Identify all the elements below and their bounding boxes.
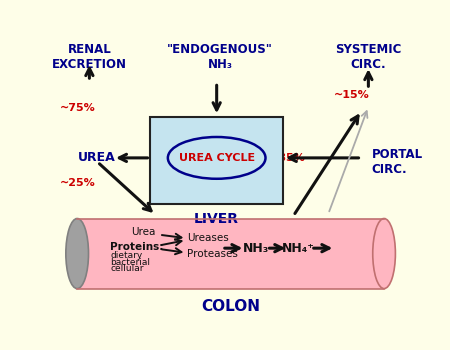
Text: ~25%: ~25% (60, 178, 96, 189)
Text: PORTAL
CIRC.: PORTAL CIRC. (372, 148, 423, 176)
Text: UREA: UREA (77, 152, 115, 164)
Text: Proteases: Proteases (187, 248, 238, 259)
Bar (150, 118, 283, 204)
Text: Proteins:: Proteins: (110, 242, 164, 252)
Text: ~15%: ~15% (334, 90, 370, 99)
Text: "ENDOGENOUS"
NH₃: "ENDOGENOUS" NH₃ (167, 43, 273, 71)
Text: dietary: dietary (110, 251, 143, 260)
Text: Urea: Urea (131, 227, 156, 237)
Text: SYSTEMIC
CIRC.: SYSTEMIC CIRC. (335, 43, 401, 71)
Ellipse shape (373, 218, 396, 289)
Text: LIVER: LIVER (194, 212, 239, 226)
Text: COLON: COLON (201, 299, 260, 314)
Text: Ureases: Ureases (187, 233, 229, 243)
Ellipse shape (168, 137, 266, 179)
Bar (77, 218, 384, 289)
Text: bacterial: bacterial (110, 258, 150, 267)
Text: NH₄⁺: NH₄⁺ (282, 241, 315, 255)
Text: cellular: cellular (110, 264, 144, 273)
Text: ~85%: ~85% (270, 153, 306, 163)
Ellipse shape (66, 218, 89, 289)
Text: NH₃: NH₃ (243, 241, 269, 255)
Text: UREA CYCLE: UREA CYCLE (179, 153, 255, 163)
Text: RENAL
EXCRETION: RENAL EXCRETION (52, 43, 127, 71)
Text: ~75%: ~75% (60, 103, 96, 113)
